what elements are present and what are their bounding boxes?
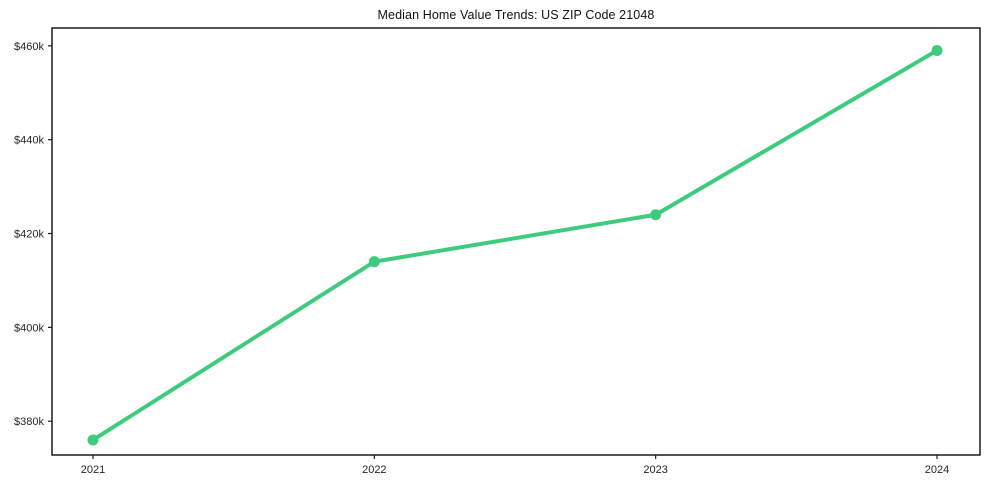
x-tick-label: 2022 (362, 464, 386, 476)
data-point-marker (931, 45, 943, 57)
data-point-marker (368, 256, 380, 268)
y-tick-label: $420k (14, 229, 44, 241)
x-tick-label: 2021 (81, 464, 105, 476)
series-line (91, 48, 939, 442)
data-point-marker (87, 434, 99, 446)
plot-border (51, 27, 981, 456)
data-point-marker (650, 209, 662, 221)
x-tick-label: 2023 (643, 464, 667, 476)
y-tick-label: $380k (14, 416, 44, 428)
chart-title: Median Home Value Trends: US ZIP Code 21… (377, 8, 655, 22)
y-tick-label: $400k (14, 322, 44, 334)
x-tick-label: 2024 (925, 464, 949, 476)
y-tick-label: $440k (14, 135, 44, 147)
y-tick-label: $460k (14, 41, 44, 53)
